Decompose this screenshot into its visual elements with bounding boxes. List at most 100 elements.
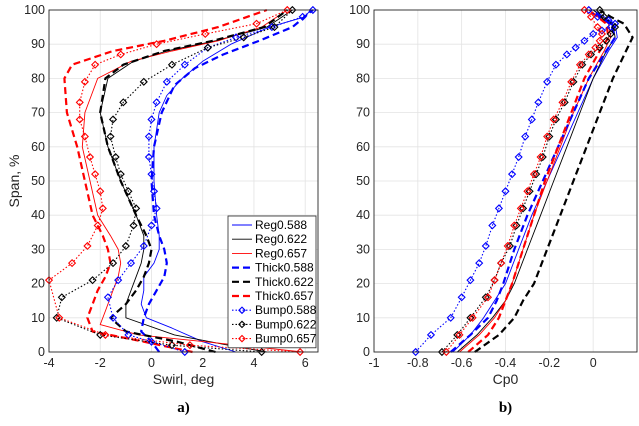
data-point-bump0.622 xyxy=(569,77,578,86)
y-tick-label: 0 xyxy=(38,345,45,359)
data-point-bump0.622 xyxy=(545,132,554,141)
series-line-bump0.588 xyxy=(415,9,616,353)
data-point-bump0.588 xyxy=(152,98,161,107)
data-point-bump0.657 xyxy=(75,115,84,124)
legend-item: Bump0.622 xyxy=(232,317,317,331)
legend-item: Bump0.588 xyxy=(232,303,317,317)
data-point-bump0.588 xyxy=(507,170,517,179)
data-point-bump0.588 xyxy=(534,98,543,107)
data-point-bump0.622 xyxy=(106,132,115,141)
data-point-bump0.588 xyxy=(551,60,560,69)
data-point-bump0.588 xyxy=(562,50,571,59)
data-point-bump0.622 xyxy=(167,60,177,69)
x-axis-label: Swirl, deg xyxy=(153,371,214,387)
data-point-bump0.657 xyxy=(67,259,77,268)
y-tick-label: 30 xyxy=(31,242,45,256)
panel-a: 0 10 20 30 40 50 60 70 80 90 100 -4 -2 0 2 4 6 Swirl, deg… xyxy=(6,3,319,416)
x-axis-label: Cp0 xyxy=(493,371,519,387)
data-point-bump0.622 xyxy=(111,152,120,162)
legend-box xyxy=(227,215,317,349)
data-point-bump0.657 xyxy=(529,170,539,179)
data-point-bump0.657 xyxy=(185,341,194,350)
y-tick-label: 30 xyxy=(356,242,370,256)
legend-marker-diamond xyxy=(238,320,246,329)
panel-label: a) xyxy=(177,400,190,416)
data-point-bump0.588 xyxy=(611,19,620,28)
data-point-bump0.622 xyxy=(481,293,490,302)
data-point-bump0.657 xyxy=(455,330,464,339)
data-point-bump0.657 xyxy=(510,221,519,230)
legend-item: Reg0.588 xyxy=(232,218,307,232)
data-point-bump0.657 xyxy=(283,5,292,15)
data-point-bump0.588 xyxy=(604,16,613,25)
data-point-bump0.588 xyxy=(446,313,455,322)
y-tick-label: 10 xyxy=(356,311,370,325)
legend-marker-diamond xyxy=(238,334,246,343)
axes-frame xyxy=(48,9,319,353)
data-point-bump0.588 xyxy=(180,60,189,69)
data-point-bump0.622 xyxy=(203,43,212,52)
legend-label: Bump0.588 xyxy=(255,303,317,317)
data-point-bump0.657 xyxy=(201,29,210,39)
data-point-bump0.588 xyxy=(527,115,536,124)
data-point-bump0.622 xyxy=(124,187,133,196)
legend: Reg0.588Reg0.622Reg0.657Thick0.588Thick0… xyxy=(227,215,317,349)
y-tick-label: 70 xyxy=(356,106,370,120)
data-point-bump0.657 xyxy=(55,313,64,322)
data-point-bump0.622 xyxy=(505,241,514,251)
legend-item: Thick0.588 xyxy=(232,261,314,275)
y-tick-label: 40 xyxy=(31,208,45,222)
x-tick-label: 4 xyxy=(250,356,257,370)
legend-label: Reg0.588 xyxy=(255,218,307,232)
data-point-bump0.657 xyxy=(252,19,261,28)
data-point-bump0.657 xyxy=(536,152,545,162)
data-point-bump0.588 xyxy=(593,12,602,21)
y-tick-label: 40 xyxy=(356,208,370,222)
y-tick-label: 10 xyxy=(31,311,45,325)
data-point-bump0.588 xyxy=(152,204,161,213)
data-point-bump0.588 xyxy=(481,241,490,251)
data-point-bump0.622 xyxy=(139,77,148,86)
data-point-bump0.657 xyxy=(80,132,89,141)
data-point-bump0.657 xyxy=(580,5,589,15)
data-point-bump0.622 xyxy=(578,60,587,69)
data-point-bump0.657 xyxy=(586,12,596,21)
y-tick-label: 100 xyxy=(24,3,45,17)
data-point-bump0.657 xyxy=(490,276,499,285)
data-point-bump0.588 xyxy=(147,115,156,124)
data-point-bump0.657 xyxy=(516,204,525,213)
data-point-bump0.588 xyxy=(298,12,307,21)
legend-label: Bump0.657 xyxy=(255,332,317,346)
y-tick-label: 60 xyxy=(356,140,370,154)
data-point-bump0.588 xyxy=(308,5,317,15)
data-point-bump0.588 xyxy=(457,293,466,302)
data-point-bump0.622 xyxy=(595,5,604,15)
legend-item: Thick0.622 xyxy=(232,275,314,289)
data-point-bump0.622 xyxy=(108,115,118,124)
data-point-bump0.657 xyxy=(497,259,506,268)
data-point-bump0.622 xyxy=(600,12,609,21)
data-point-bump0.622 xyxy=(132,204,141,213)
data-point-bump0.657 xyxy=(83,241,92,251)
y-axis-label: Span, % xyxy=(6,155,22,208)
data-point-bump0.588 xyxy=(543,77,552,86)
data-point-bump0.657 xyxy=(597,29,607,39)
data-point-bump0.622 xyxy=(611,23,620,32)
series-line-thick0.622 xyxy=(99,9,288,354)
data-point-bump0.622 xyxy=(119,98,128,107)
data-point-bump0.657 xyxy=(549,115,558,124)
data-point-bump0.657 xyxy=(468,313,477,322)
y-tick-label: 0 xyxy=(363,345,370,359)
panel-label: b) xyxy=(499,400,512,416)
legend-item: Reg0.657 xyxy=(232,246,307,260)
data-point-bump0.588 xyxy=(180,347,189,357)
legend-label: Thick0.588 xyxy=(255,261,314,275)
data-point-bump0.622 xyxy=(532,170,541,179)
data-point-bump0.622 xyxy=(560,98,569,107)
data-point-bump0.588 xyxy=(580,36,589,45)
data-point-bump0.588 xyxy=(494,204,504,213)
data-point-bump0.657 xyxy=(523,187,532,196)
data-point-bump0.588 xyxy=(231,33,241,42)
data-point-bump0.657 xyxy=(93,221,102,230)
